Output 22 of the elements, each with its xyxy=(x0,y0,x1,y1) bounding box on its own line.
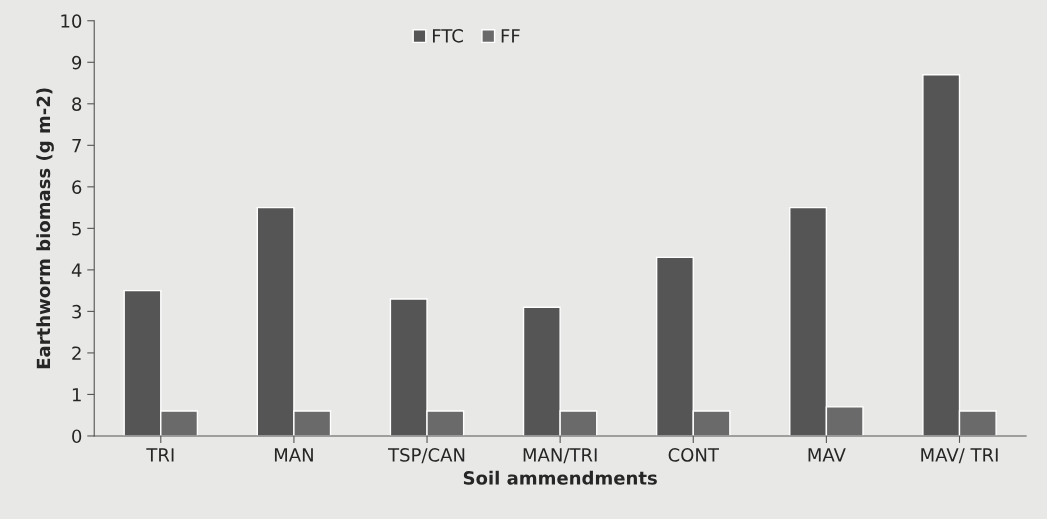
x-tick-label: MAN/TRI xyxy=(523,448,597,464)
x-tick-label: MAN xyxy=(274,448,313,462)
y-tick-label: 9 xyxy=(72,55,82,70)
y-tick-label: 8 xyxy=(72,97,82,111)
y-tick-label: 7 xyxy=(72,139,81,153)
y-tick-label: 10 xyxy=(61,14,82,28)
y-tick-label: 5 xyxy=(72,222,81,236)
x-tick-label: CONT xyxy=(668,448,719,462)
y-tick-label: 3 xyxy=(72,304,81,319)
legend-label: FF xyxy=(501,29,520,43)
x-tick-label: TSP/CAN xyxy=(388,448,465,464)
y-tick-label: 0 xyxy=(72,429,82,444)
x-tick-label: MAV xyxy=(808,448,846,462)
y-tick-label: 1 xyxy=(72,388,81,402)
x-axis-title: Soil ammendments xyxy=(463,470,657,485)
legend-label: FTC xyxy=(433,29,463,43)
y-tick-label: 2 xyxy=(72,346,81,360)
y-tick-label: 4 xyxy=(71,263,82,277)
y-tick-label: 6 xyxy=(72,180,82,194)
x-tick-label: TRI xyxy=(146,448,174,462)
x-tick-label: MAV/ TRI xyxy=(921,448,998,464)
y-axis-title: Earthworm biomass (g m-2) xyxy=(36,88,54,369)
